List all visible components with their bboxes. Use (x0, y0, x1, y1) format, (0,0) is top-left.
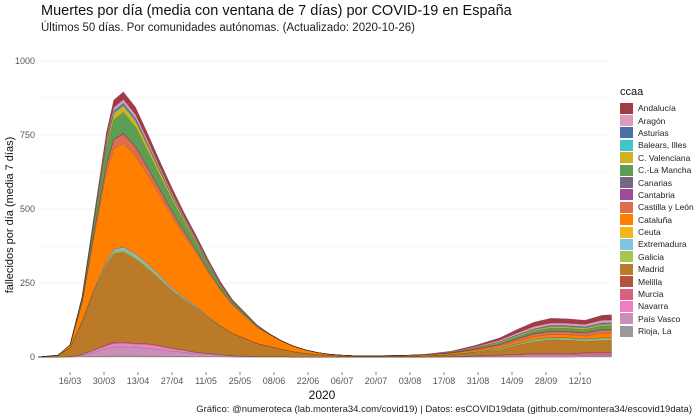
legend-item: Balears, Illes (620, 139, 694, 151)
x-tick-label: 25/05 (229, 376, 252, 386)
x-tick-label: 03/08 (399, 376, 422, 386)
legend-item: Murcia (620, 288, 694, 300)
x-tick-label: 31/08 (467, 376, 490, 386)
legend-item: Ceuta (620, 226, 694, 238)
legend-title: ccaa (620, 86, 644, 98)
legend-item: Galicia (620, 251, 694, 263)
legend-swatch (620, 139, 633, 151)
x-tick-label: 17/08 (433, 376, 456, 386)
legend-swatch (620, 263, 633, 275)
area-balears-illes (38, 104, 612, 358)
area-madrid (38, 251, 612, 358)
chart-title: Muertes por día (media con ventana de 7 … (41, 3, 512, 19)
legend-swatch (620, 127, 633, 139)
x-tick-label: 16/03 (59, 376, 82, 386)
area-melilla (38, 341, 612, 358)
legend-label: C. Valenciana (638, 152, 691, 163)
legend-item: Melilla (620, 275, 694, 288)
legend-label: Andalucía (638, 103, 676, 114)
x-tick-label: 20/07 (365, 376, 388, 386)
x-tick-label: 12/10 (569, 376, 592, 386)
legend-label: Ceuta (638, 227, 661, 238)
x-tick-label: 13/04 (127, 376, 150, 386)
area-catalu-a (38, 143, 612, 358)
legend-label: Rioja, La (638, 326, 672, 337)
area-c-valenciana (38, 105, 612, 358)
area-andaluc-a (38, 91, 612, 358)
legend-swatch (620, 251, 633, 263)
y-tick-label: 750 (20, 130, 35, 140)
legend-label: Murcia (638, 289, 664, 300)
chart-subtitle: Últimos 50 días. Por comunidades autónom… (41, 22, 415, 34)
legend-label: Extremadura (638, 239, 687, 250)
legend-label: Asturias (638, 127, 669, 138)
legend-item: Cantabria (620, 189, 694, 201)
y-tick-label: 250 (20, 278, 35, 288)
legend-swatch (620, 276, 633, 288)
legend-label: Madrid (638, 264, 664, 275)
legend-item: Aragón (620, 114, 694, 127)
legend-swatch (620, 115, 633, 127)
legend-label: Castilla y León (638, 202, 694, 213)
stacked-areas (38, 91, 612, 358)
legend-swatch (620, 177, 633, 189)
legend-swatch (620, 152, 633, 164)
y-axis-title: fallecidos por día (media 7 días) (4, 137, 16, 294)
legend-item: País Vasco (620, 313, 694, 325)
legend-item: Extremadura (620, 238, 694, 250)
legend-swatch (620, 201, 633, 213)
legend-item: Rioja, La (620, 325, 694, 337)
legend-label: País Vasco (638, 313, 681, 324)
y-tick-label: 500 (20, 204, 35, 214)
legend-label: Galicia (638, 251, 664, 262)
legend-item: Cataluña (620, 214, 694, 226)
legend-label: Balears, Illes (638, 140, 687, 151)
legend-item: Asturias (620, 127, 694, 139)
legend-swatch (620, 325, 633, 337)
legend-label: Melilla (638, 276, 663, 287)
legend-swatch (620, 288, 633, 300)
legend-swatch (620, 164, 633, 176)
x-axis-ticks: 16/03 30/03 13/04 27/04 11/05 25/05 08/06 22/06… (59, 372, 592, 386)
area-galicia (38, 249, 612, 358)
legend-label: Cataluña (638, 214, 673, 225)
x-tick-label: 06/07 (331, 376, 354, 386)
y-tick-label: 1000 (15, 56, 35, 66)
x-tick-label: 08/06 (263, 376, 286, 386)
legend-item: C.-La Mancha (620, 164, 694, 176)
x-tick-label: 14/09 (501, 376, 524, 386)
chart-caption: Gráfico: @numeroteca (lab.montera34.com/… (196, 404, 692, 415)
legend-item: C. Valenciana (620, 152, 694, 164)
legend-swatch (620, 189, 633, 201)
x-axis-title: 2020 (309, 388, 336, 402)
legend-label: C.-La Mancha (638, 165, 692, 176)
legend-item: Canarias (620, 176, 694, 189)
area-arag-n (38, 99, 612, 358)
x-tick-label: 27/04 (161, 376, 184, 386)
y-tick-label: 0 (30, 352, 35, 362)
legend-swatch (620, 226, 633, 238)
legend: ccaa Andalucía Aragón Asturias Balears, Ill… (620, 86, 694, 337)
legend-item: Castilla y León (620, 201, 694, 213)
legend-swatch (620, 238, 633, 250)
y-axis-ticks: 0 250 500 750 1000 (15, 56, 35, 362)
x-tick-label: 28/09 (535, 376, 558, 386)
legend-swatch (620, 300, 633, 312)
legend-label: Cantabria (638, 189, 675, 200)
legend-swatch (620, 313, 633, 325)
x-tick-label: 22/06 (297, 376, 320, 386)
legend-item: Madrid (620, 263, 694, 275)
area-murcia (38, 341, 612, 358)
x-tick-label: 30/03 (93, 376, 116, 386)
legend-item: Andalucía (620, 102, 694, 114)
x-tick-label: 11/05 (195, 376, 217, 386)
legend-label: Navarra (638, 301, 669, 312)
legend-label: Canarias (638, 177, 673, 188)
legend-label: Aragón (638, 115, 666, 126)
legend-item: Navarra (620, 300, 694, 312)
legend-swatch (620, 102, 633, 114)
legend-swatch (620, 214, 633, 226)
